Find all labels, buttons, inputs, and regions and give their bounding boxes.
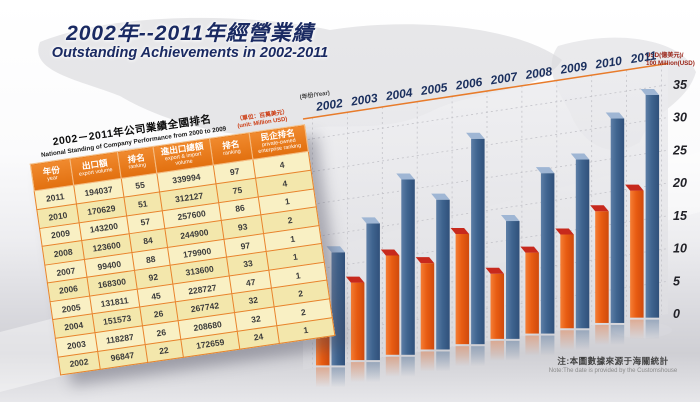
y-tick-label: 5	[673, 274, 681, 288]
year-label: 2010	[593, 54, 623, 72]
source-note-en: Note:The date is provided by the Customs…	[548, 368, 678, 374]
y-axis-ticks: 0 5 10 15 20 25 30 35	[672, 78, 688, 321]
svg-text:USD(億美元)/: USD(億美元)/	[646, 51, 684, 59]
performance-table: 年份 year 出口額 export volume 排名 ranking 進出口總額 expo…	[29, 124, 336, 376]
performance-table-panel: 2002－2011年公司業績全國排名 National Standing of …	[26, 98, 336, 376]
year-label: 2007	[489, 69, 520, 87]
source-note: 注:本圖數據來源于海關統計 Note:The date is provided …	[522, 355, 700, 374]
bars	[311, 88, 660, 388]
year-axis-line	[302, 62, 669, 120]
year-label: 2003	[349, 91, 379, 109]
gridlines	[302, 64, 669, 369]
year-label: 2002	[314, 96, 344, 114]
page-title-en: Outstanding Achievements in 2002-2011	[51, 45, 329, 62]
y-tick-label: 35	[673, 78, 688, 92]
year-label: 2004	[384, 85, 414, 103]
svg-text:100 Million(USD): 100 Million(USD)	[646, 60, 695, 67]
year-label: 2008	[524, 64, 554, 82]
year-label: 2005	[419, 80, 449, 98]
page-title-zh: 2002年--2011年經營業績	[66, 22, 314, 45]
page-title: 2002年--2011年經營業績 Outstanding Achievement…	[34, 22, 346, 61]
year-label: 2006	[454, 75, 484, 93]
y-tick-label: 15	[673, 209, 688, 223]
y-tick-label: 25	[672, 143, 688, 157]
y-tick-label: 20	[672, 176, 687, 190]
year-label: 2009	[558, 59, 588, 77]
source-note-zh: 注:本圖數據來源于海關統計	[557, 356, 669, 366]
y-tick-label: 0	[673, 307, 680, 321]
y-tick-label: 30	[673, 111, 687, 125]
year-label: 2011	[629, 48, 658, 66]
y-axis-caption: USD(億美元)/100 Million(USD)	[646, 51, 695, 67]
y-tick-label: 10	[673, 242, 687, 256]
